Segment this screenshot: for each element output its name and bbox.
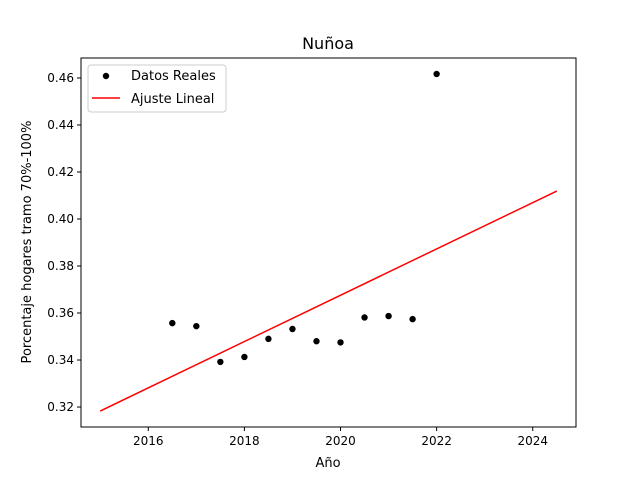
y-tick-label: 0.34 bbox=[47, 353, 74, 367]
data-point bbox=[217, 358, 224, 366]
x-tick-label: 2020 bbox=[325, 434, 356, 448]
data-point bbox=[169, 319, 176, 327]
y-tick-label: 0.38 bbox=[47, 259, 74, 273]
data-point bbox=[265, 335, 272, 343]
data-point bbox=[193, 322, 200, 330]
y-tick-label: 0.46 bbox=[47, 71, 74, 85]
x-tick-label: 2016 bbox=[133, 434, 164, 448]
legend-label-datos-reales: Datos Reales bbox=[131, 69, 216, 84]
data-point bbox=[361, 314, 368, 321]
axes-frame bbox=[80, 57, 577, 428]
chart-title: Nuñoa bbox=[302, 34, 354, 53]
data-point bbox=[241, 353, 248, 361]
data-point bbox=[433, 70, 440, 78]
legend: Datos Reales Ajuste Lineal bbox=[87, 64, 227, 113]
y-tick-label: 0.32 bbox=[47, 400, 74, 414]
data-point bbox=[385, 312, 392, 320]
y-tick-label: 0.42 bbox=[47, 165, 74, 179]
legend-marker-datos-reales bbox=[102, 72, 110, 80]
data-point bbox=[313, 338, 320, 345]
x-tick-label: 2018 bbox=[229, 434, 260, 448]
data-point bbox=[289, 325, 296, 333]
plot-area bbox=[99, 70, 558, 412]
y-axis: 0.32 0.34 0.36 0.38 0.40 0.42 0.44 0.46 bbox=[47, 71, 81, 414]
y-tick-label: 0.44 bbox=[47, 118, 74, 132]
legend-box bbox=[87, 64, 227, 113]
x-tick-label: 2022 bbox=[421, 434, 452, 448]
x-tick-label: 2024 bbox=[517, 434, 548, 448]
y-tick-label: 0.40 bbox=[47, 212, 74, 226]
y-tick-label: 0.36 bbox=[47, 306, 74, 320]
x-axis: 2016 2018 2020 2022 2024 bbox=[133, 427, 548, 448]
data-point bbox=[337, 339, 344, 346]
fit-line bbox=[99, 190, 558, 412]
legend-label-ajuste-lineal: Ajuste Lineal bbox=[131, 92, 214, 107]
data-point bbox=[409, 315, 416, 323]
y-axis-label: Porcentaje hogares tramo 70%-100% bbox=[20, 121, 35, 364]
x-axis-label: Año bbox=[315, 456, 340, 471]
